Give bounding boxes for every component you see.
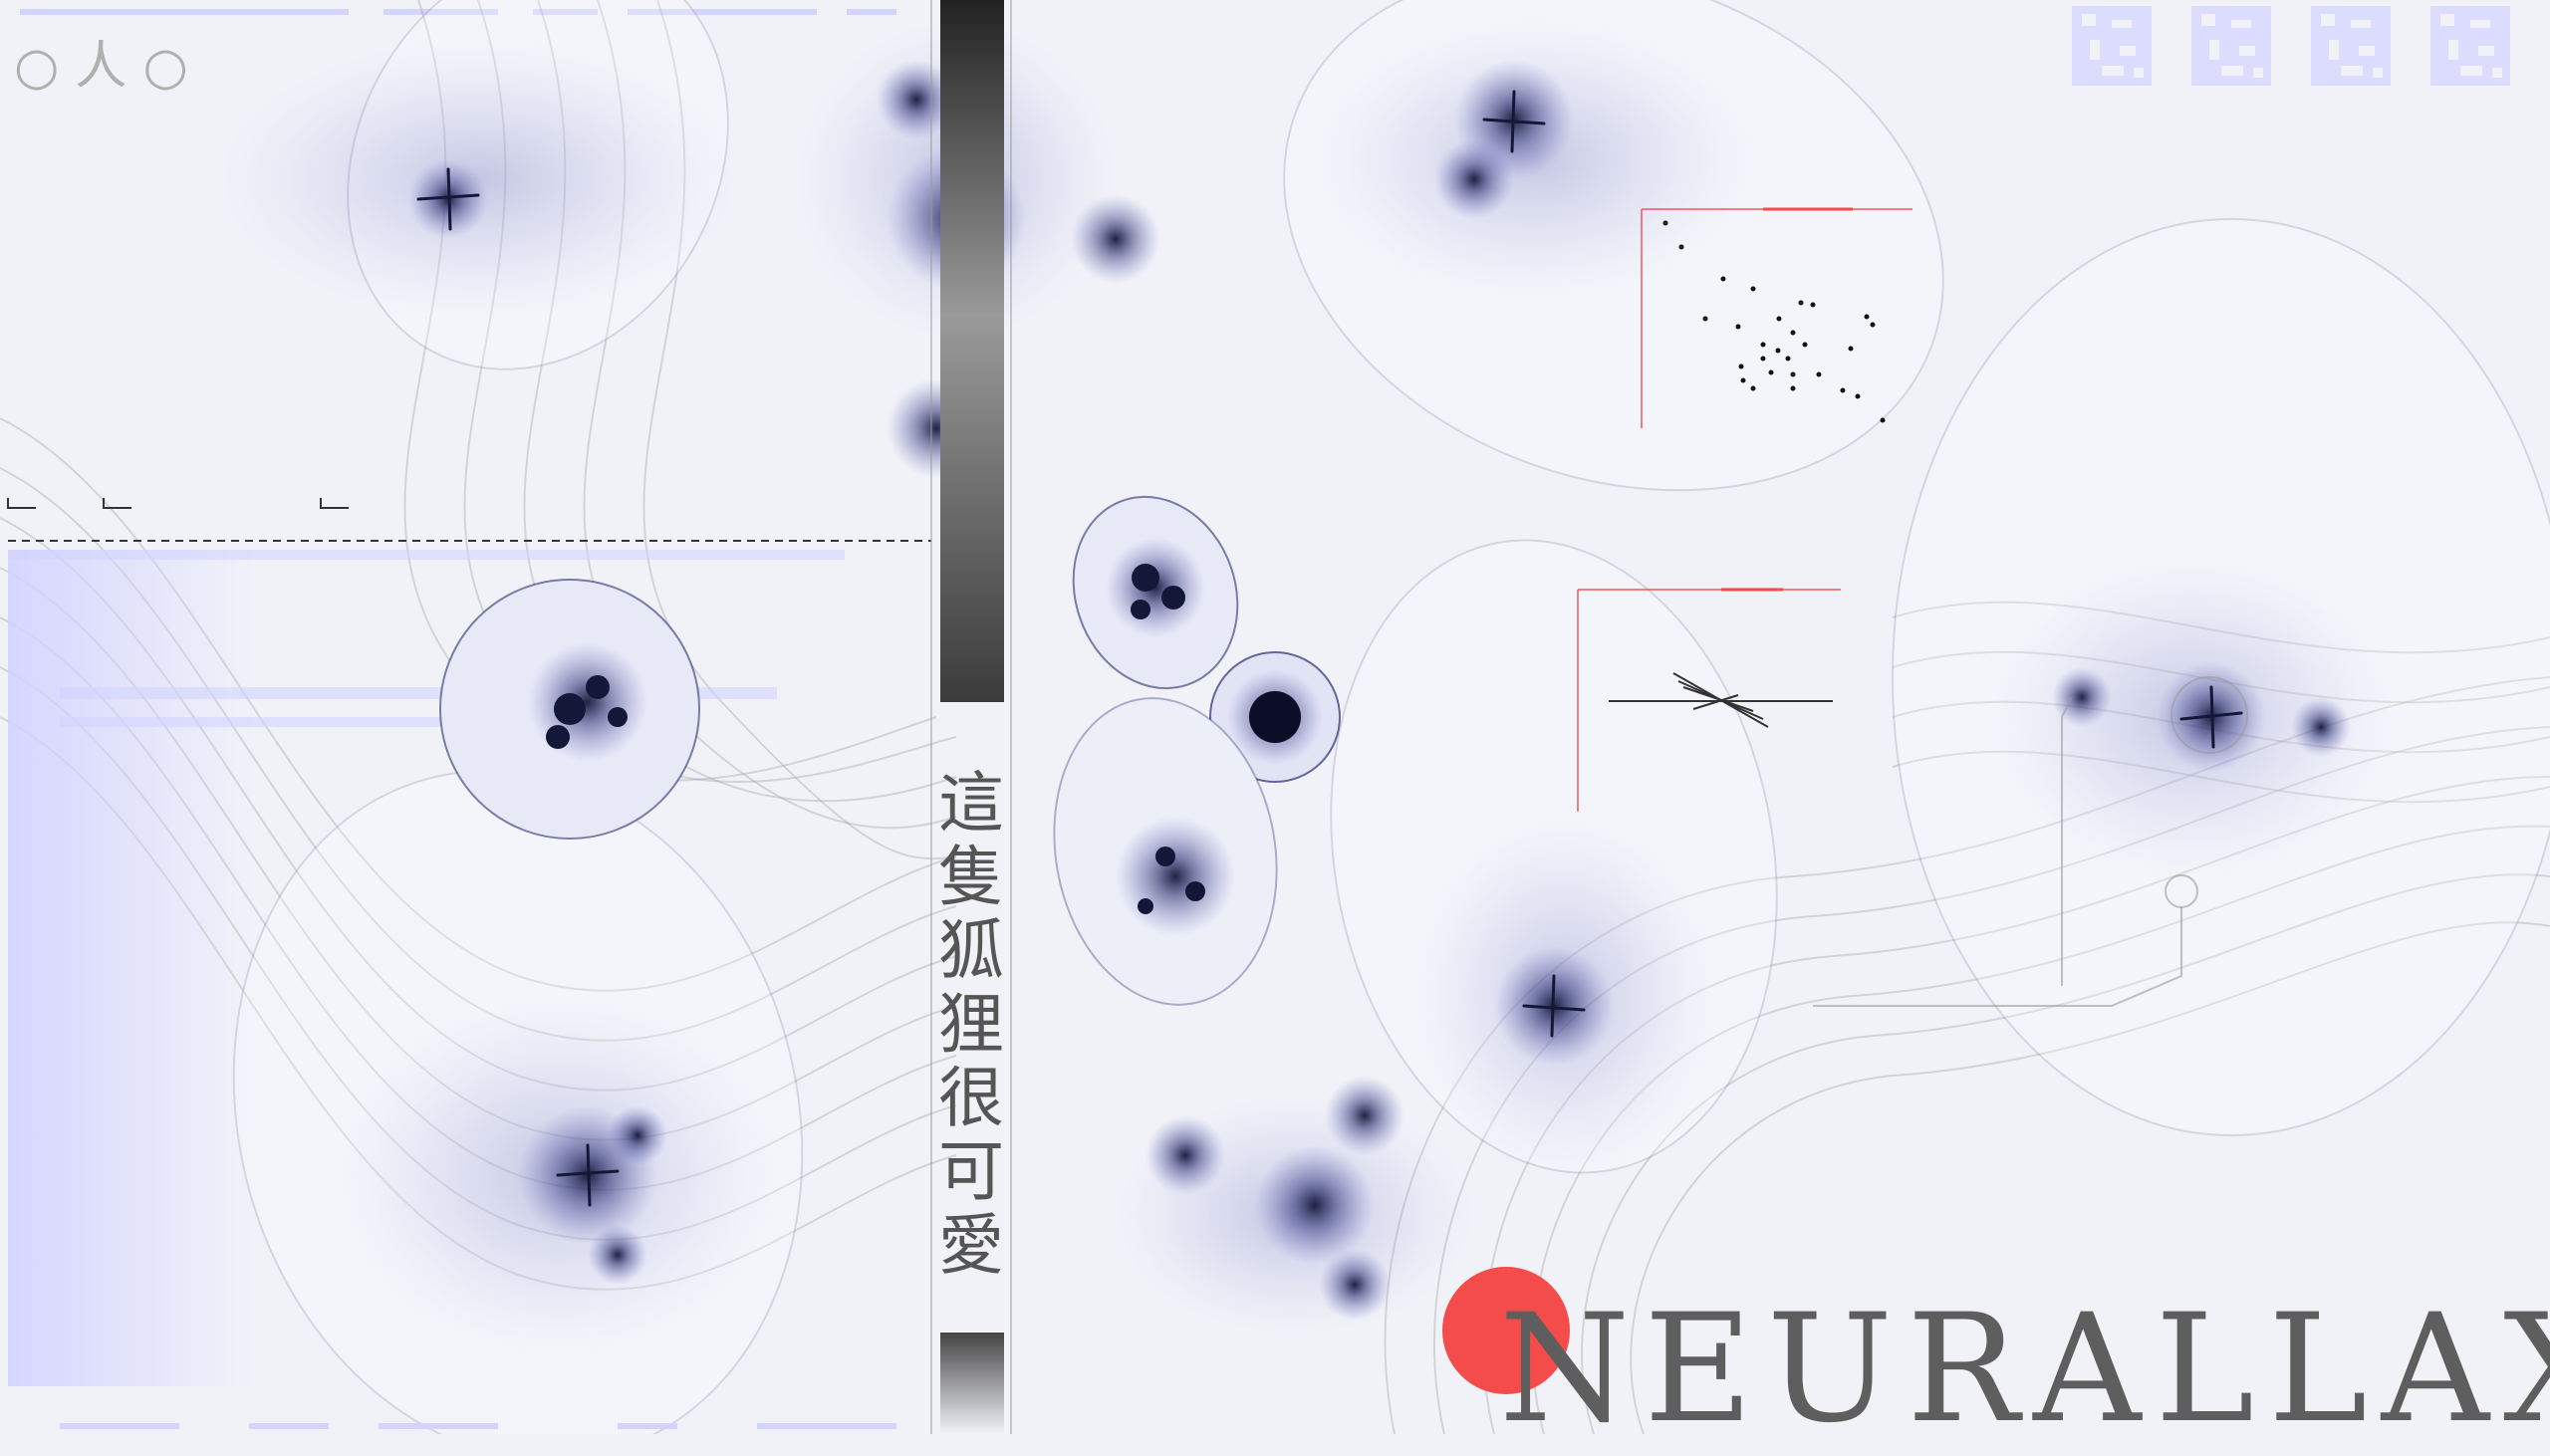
star-sparks: [416, 90, 2243, 1207]
orb-dark: [1209, 651, 1341, 783]
qr-code-icon: [2072, 6, 2152, 86]
brand-wordmark: NEURALLAX: [1499, 1283, 2550, 1456]
burst-widget: [1577, 588, 1841, 812]
corner-glyphs: ○人○: [14, 37, 204, 97]
qr-code-icon: [2191, 6, 2271, 86]
vertical-bar-bottom: [940, 1333, 1004, 1434]
qr-code-icon: [2430, 6, 2510, 86]
vertical-caption: 這隻狐狸很可愛: [938, 765, 1004, 1284]
lavender-panel: [8, 550, 257, 1386]
circuit-lines: [1813, 676, 2248, 1007]
vertical-bar-top: [940, 0, 1004, 702]
scatter-widget: [1641, 207, 1912, 428]
orb-mid-lower: [1053, 697, 1278, 1006]
orb-mid-upper: [1072, 495, 1239, 690]
tick-marks: [7, 498, 349, 509]
qr-code-icon: [2311, 6, 2391, 86]
orb-left: [439, 579, 700, 840]
red-circle: [1442, 1267, 1570, 1394]
